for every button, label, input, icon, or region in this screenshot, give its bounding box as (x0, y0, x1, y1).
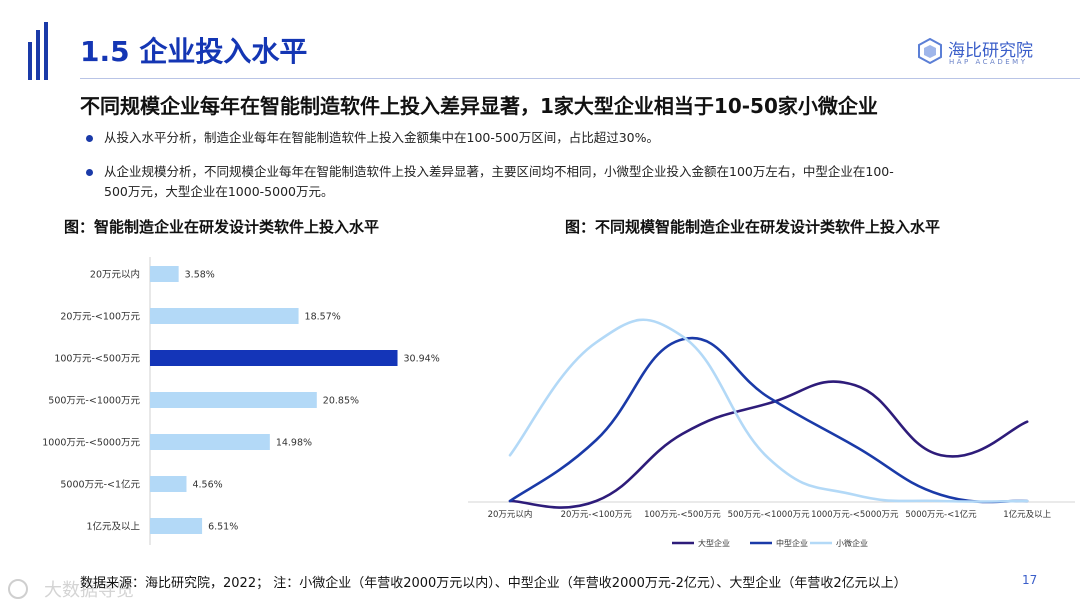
bar (150, 350, 398, 366)
right-chart-title: 图：不同规模智能制造企业在研发设计类软件上投入水平 (565, 218, 941, 236)
category-label: 1000万元-<5000万元 (42, 438, 140, 449)
x-tick-label: 500万元-<1000万元 (728, 510, 811, 520)
data-label: 20.85% (323, 396, 359, 407)
data-source-note: 数据来源：海比研究院，2022； 注：小微企业（年营收2000万元以内）、中型企… (80, 576, 907, 591)
legend-label: 小微企业 (836, 538, 868, 548)
series-line (508, 336, 1029, 504)
x-tick-label: 1亿元及以上 (1003, 509, 1051, 520)
watermark-text: 大数据导览 (44, 580, 134, 601)
bar (150, 308, 299, 324)
data-label: 6.51% (208, 522, 238, 533)
bullet-text: 从企业规模分析，不同规模企业每年在智能制造软件上投入差异显著，主要区间均不相同，… (104, 164, 894, 199)
bullet-text: 从投入水平分析，制造企业每年在智能制造软件上投入金额集中在100-500万区间，… (104, 130, 660, 145)
headline: 不同规模企业每年在智能制造软件上投入差异显著，1家大型企业相当于10-50家小微… (80, 94, 878, 118)
bar (150, 518, 203, 534)
watermark: 大数据导览 (8, 579, 134, 601)
category-label: 500万元-<1000万元 (48, 396, 140, 407)
data-label: 3.58% (185, 270, 215, 281)
category-label: 100万元-<500万元 (54, 354, 140, 365)
data-label: 18.57% (305, 312, 341, 323)
legend-label: 中型企业 (776, 538, 808, 548)
brand-logo: 海比研究院 HAP ACADEMY (918, 36, 1058, 72)
x-tick-label: 1000万元-<5000万元 (811, 510, 899, 520)
bar (150, 434, 270, 450)
line-chart: 20万元以内 20万元-<100万元 100万元-<500万元 500万元-<1000… (468, 318, 1075, 548)
title-decoration-bar-2 (36, 30, 40, 80)
page-title: 1.5 企业投入水平 (80, 35, 308, 68)
category-label: 1亿元及以上 (86, 521, 140, 533)
bullet-dot-icon (86, 169, 93, 176)
bar (150, 392, 317, 408)
bullet-dot-icon (86, 135, 93, 142)
x-tick-label: 20万元以内 (488, 509, 533, 520)
brand-name: 海比研究院 (948, 41, 1033, 61)
left-chart-title: 图：智能制造企业在研发设计类软件上投入水平 (64, 218, 380, 236)
cube-logo-icon (918, 38, 942, 64)
bar-chart: 20万元以内 3.58% 20万元-<100万元 18.57% 100万元-<500万元… (42, 257, 440, 545)
x-tick-label: 5000万元-<1亿元 (905, 509, 977, 520)
x-tick-label: 20万元-<100万元 (561, 510, 633, 520)
page-number: 17 (1022, 573, 1038, 587)
title-decoration-bar-1 (28, 42, 32, 80)
x-tick-label: 100万元-<500万元 (644, 510, 721, 520)
legend-label: 大型企业 (698, 538, 730, 548)
header-divider (80, 78, 1080, 79)
watermark-icon (8, 579, 28, 599)
title-decoration-bar-3 (44, 22, 48, 80)
category-label: 5000万元-<1亿元 (60, 479, 140, 491)
brand-subtitle: HAP ACADEMY (949, 58, 1028, 66)
series-line (508, 318, 1029, 503)
bar (150, 476, 187, 492)
category-label: 20万元-<100万元 (60, 312, 140, 323)
data-label: 14.98% (276, 438, 312, 449)
data-label: 30.94% (404, 354, 440, 365)
bullet-item: 从投入水平分析，制造企业每年在智能制造软件上投入金额集中在100-500万区间，… (86, 128, 916, 148)
bar (150, 266, 179, 282)
data-label: 4.56% (192, 480, 222, 491)
bullet-item: 从企业规模分析，不同规模企业每年在智能制造软件上投入差异显著，主要区间均不相同，… (86, 162, 916, 202)
category-label: 20万元以内 (90, 269, 140, 281)
series-line (508, 380, 1029, 509)
